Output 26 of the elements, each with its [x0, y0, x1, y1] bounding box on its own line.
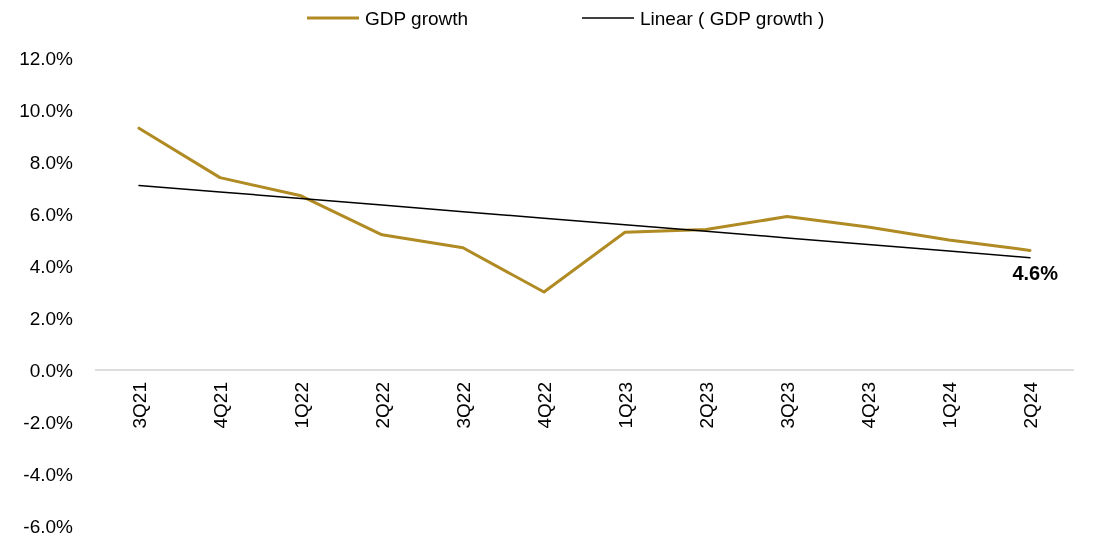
y-tick-label: 10.0%: [19, 99, 74, 121]
x-tick-label: 1Q24: [939, 381, 960, 429]
y-tick-label: -4.0%: [23, 463, 74, 485]
y-tick-label: 4.0%: [29, 255, 74, 277]
x-tick-label: 4Q22: [534, 382, 555, 429]
x-tick-label: 2Q24: [1020, 381, 1041, 429]
x-tick-label: 3Q22: [453, 382, 474, 429]
x-tick-label: 1Q23: [615, 382, 636, 429]
x-tick-label: 4Q23: [858, 382, 879, 429]
y-tick-label: -2.0%: [23, 411, 74, 433]
annotation: 4.6%: [1012, 262, 1059, 285]
x-tick-label: 2Q23: [696, 382, 717, 429]
y-tick-label: 0.0%: [29, 359, 74, 381]
x-tick-label: 3Q23: [777, 382, 798, 429]
legend-label: Linear ( GDP growth ): [640, 7, 825, 29]
y-tick-label: 8.0%: [29, 151, 74, 173]
y-tick-label: 6.0%: [29, 203, 74, 225]
legend-label: GDP growth: [365, 7, 469, 29]
line-series: [138, 184, 1031, 259]
y-tick-label: -6.0%: [23, 515, 74, 537]
x-tick-label: 1Q22: [291, 382, 312, 429]
y-tick-label: 2.0%: [29, 307, 74, 329]
x-tick-label: 4Q21: [210, 382, 231, 429]
x-tick-label: 3Q21: [129, 382, 150, 429]
y-tick-label: 12.0%: [19, 47, 74, 69]
x-tick-label: 2Q22: [372, 382, 393, 429]
